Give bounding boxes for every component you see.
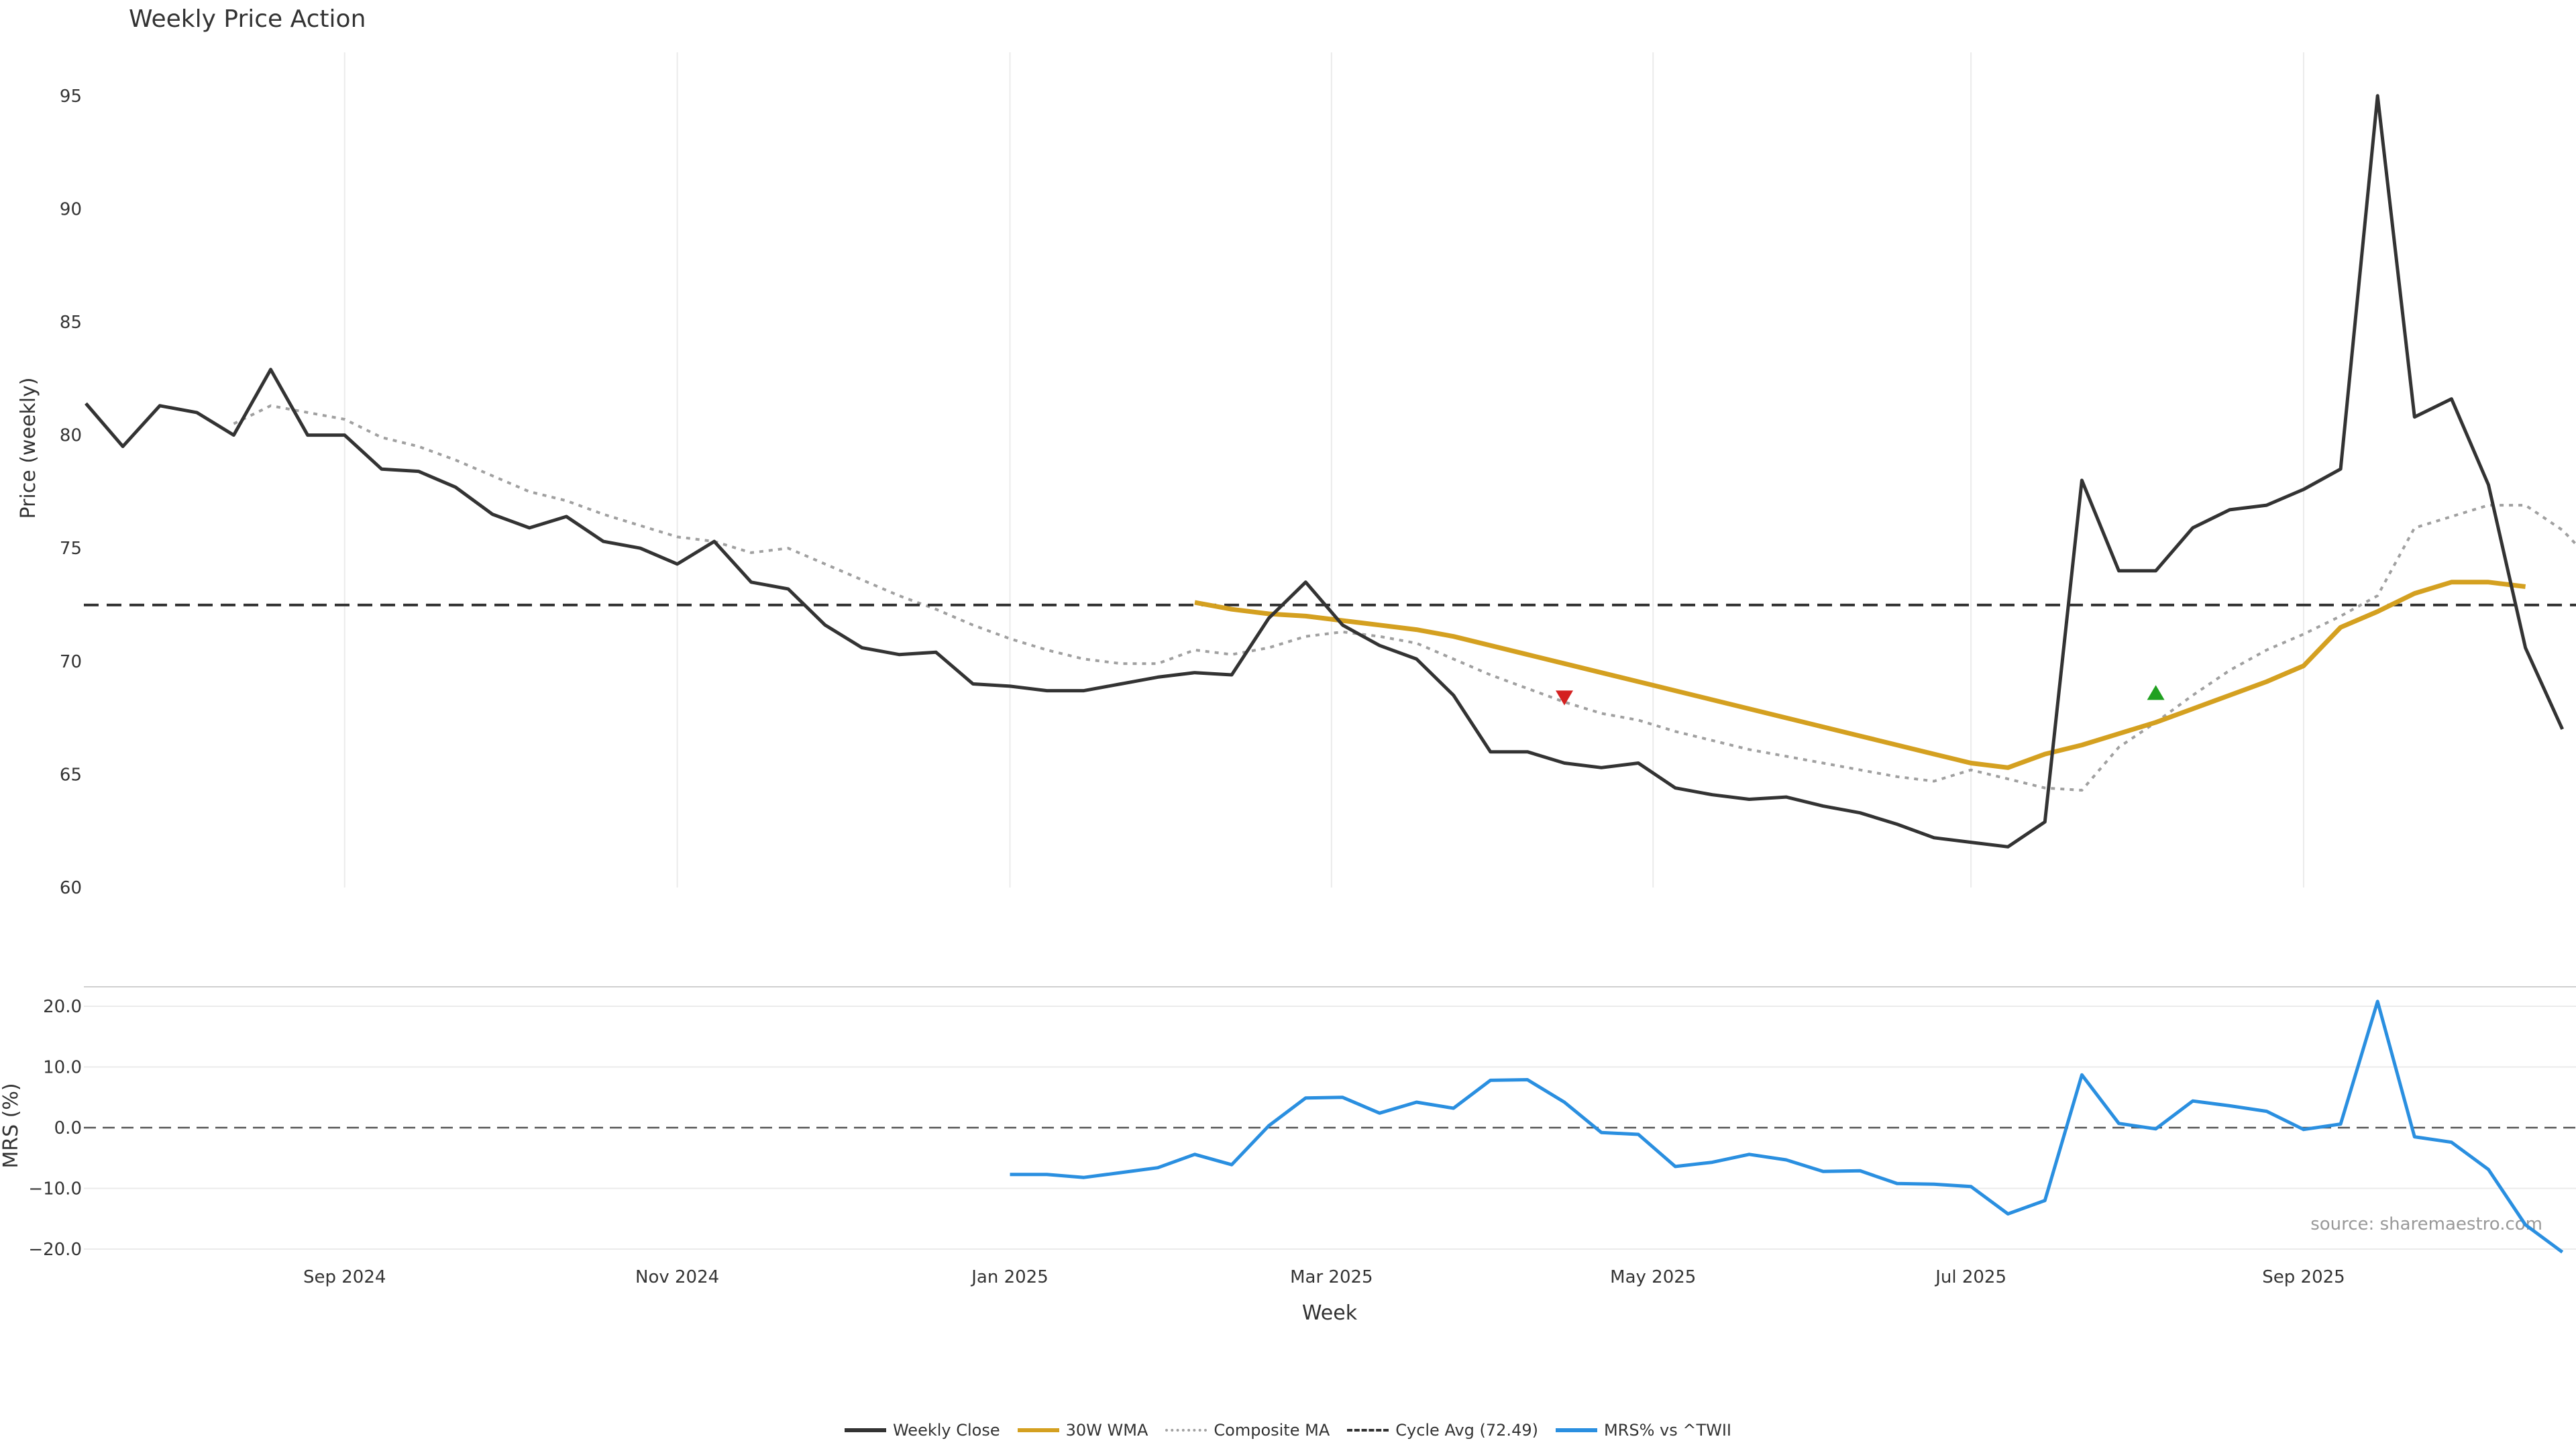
price-tick-label: 90: [60, 199, 82, 219]
legend-label: Composite MA: [1214, 1421, 1330, 1440]
source-annotation: source: sharemaestro.com: [2310, 1214, 2542, 1234]
legend-swatch: [1347, 1429, 1389, 1432]
mrs-tick-label: 10.0: [43, 1058, 82, 1078]
mrs-gridlines: [84, 1006, 2576, 1250]
date-tick-label: Jan 2025: [970, 1267, 1049, 1287]
legend-item-mrs: MRS% vs ^TWII: [1555, 1421, 1732, 1440]
sell-signal-marker: [1556, 690, 1573, 706]
mrs-line: [1010, 1000, 2564, 1254]
mrs-tick-label: 0.0: [54, 1118, 82, 1138]
date-tick-label: Jul 2025: [1934, 1267, 2006, 1287]
legend-item-close: Weekly Close: [844, 1421, 1000, 1440]
mrs-tick-label: 20.0: [43, 997, 82, 1017]
mrs-series: [1010, 1000, 2564, 1254]
legend-label: 30W WMA: [1065, 1421, 1148, 1440]
date-tick-label: Nov 2024: [635, 1267, 719, 1287]
legend-swatch: [1165, 1429, 1208, 1432]
chart-title: Weekly Price Action: [129, 5, 366, 33]
buy-signal-marker: [2147, 685, 2165, 700]
mrs-tick-label: −10.0: [28, 1179, 82, 1199]
date-tick-labels: Sep 2024 Nov 2024 Jan 2025 Mar 2025 May 2025…: [303, 1267, 2345, 1287]
wma-30w-line: [1194, 580, 2526, 770]
signal-markers: [1556, 685, 2165, 706]
legend-swatch: [1017, 1428, 1059, 1432]
price-tick-label: 60: [60, 878, 82, 898]
week-axis-label: Week: [1302, 1301, 1358, 1325]
composite-ma-line: [233, 404, 2576, 792]
price-tick-labels: 95 90 85 80 75 70 65 60: [60, 87, 82, 898]
weekly-close-line: [85, 94, 2564, 849]
legend-label: MRS% vs ^TWII: [1603, 1421, 1732, 1440]
price-tick-label: 80: [60, 426, 82, 446]
price-tick-label: 75: [60, 539, 82, 559]
price-tick-label: 70: [60, 652, 82, 672]
mrs-tick-labels: 20.0 10.0 0.0 −10.0 −20.0: [28, 997, 82, 1260]
price-tick-label: 85: [60, 313, 82, 333]
price-tick-label: 65: [60, 765, 82, 785]
date-tick-label: Sep 2025: [2262, 1267, 2345, 1287]
price-axis-label: Price (weekly): [17, 377, 40, 519]
legend-item-comp: Composite MA: [1165, 1421, 1330, 1440]
date-tick-label: Sep 2024: [303, 1267, 386, 1287]
date-tick-label: May 2025: [1610, 1267, 1696, 1287]
legend-label: Cycle Avg (72.49): [1395, 1421, 1538, 1440]
chart-legend: Weekly Close 30W WMA Composite MA Cycle Avg…: [0, 1415, 2576, 1445]
legend-swatch: [844, 1428, 886, 1432]
price-tick-label: 95: [60, 87, 82, 107]
legend-item-wma: 30W WMA: [1017, 1421, 1148, 1440]
legend-label: Weekly Close: [892, 1421, 1000, 1440]
price-series: [84, 94, 2576, 849]
date-tick-label: Mar 2025: [1290, 1267, 1373, 1287]
price-gridlines: [84, 52, 2576, 987]
mrs-tick-label: −20.0: [28, 1240, 82, 1260]
legend-item-cycle: Cycle Avg (72.49): [1347, 1421, 1538, 1440]
mrs-axis-label: MRS (%): [0, 1083, 23, 1168]
legend-swatch: [1555, 1428, 1597, 1432]
